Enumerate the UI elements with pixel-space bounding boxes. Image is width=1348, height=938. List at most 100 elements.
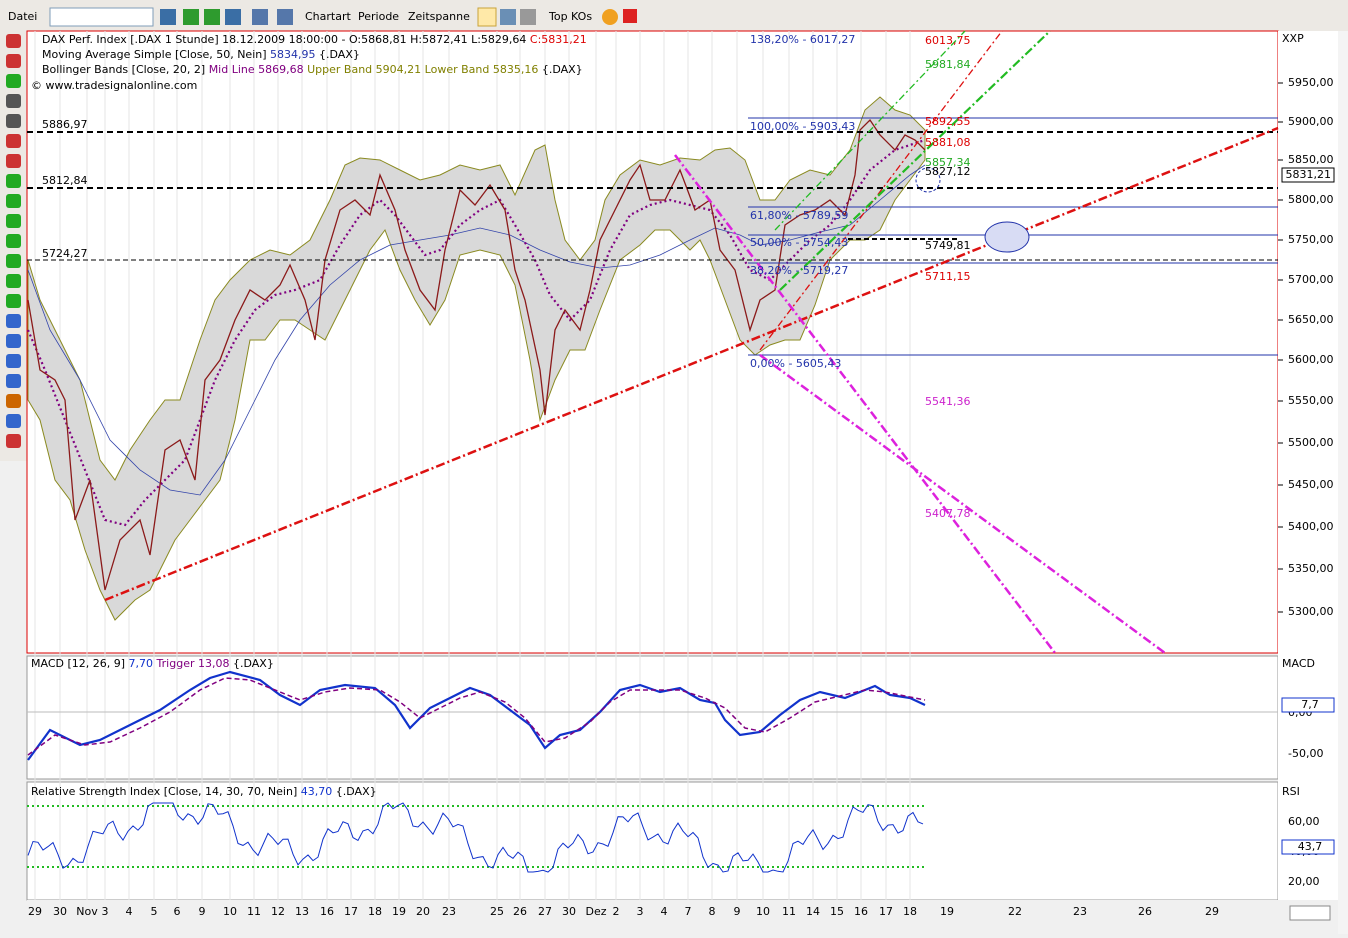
x-tick-label: 15 — [830, 905, 844, 918]
tool-icon[interactable] — [6, 74, 21, 88]
tool-icon[interactable] — [6, 94, 21, 108]
x-tick-label: 29 — [1205, 905, 1219, 918]
scroll-button[interactable] — [1289, 905, 1331, 921]
tool-icon[interactable] — [6, 254, 21, 268]
list-icon[interactable] — [277, 9, 293, 25]
forward-icon[interactable] — [204, 9, 220, 25]
x-tick-label: 4 — [126, 905, 133, 918]
tool-icon[interactable] — [6, 154, 21, 168]
tool-icon[interactable] — [6, 354, 21, 368]
last-price: 5831,21 — [1286, 168, 1332, 181]
y-tick-label: 5750,00 — [1288, 233, 1334, 246]
tool-icon[interactable] — [6, 194, 21, 208]
annotation: 5749,81 — [925, 239, 971, 252]
flag-icon[interactable] — [623, 9, 637, 23]
x-tick-label: 19 — [392, 905, 406, 918]
y-tick-label: 5450,00 — [1288, 478, 1334, 491]
tool-icon[interactable] — [6, 214, 21, 228]
top-kos-button[interactable]: Top KOs — [548, 10, 592, 23]
y-tick-label: 5900,00 — [1288, 115, 1334, 128]
x-tick-label: 9 — [734, 905, 741, 918]
save-icon[interactable] — [252, 9, 268, 25]
tool-icon[interactable] — [6, 114, 21, 128]
trend-line — [104, 126, 1279, 602]
refresh-icon[interactable] — [225, 9, 241, 25]
rsi-panel — [26, 781, 1279, 901]
y-tick-label: 20,00 — [1288, 875, 1320, 888]
ellipse-marker — [984, 221, 1030, 253]
menu-chart-type[interactable]: Chartart — [305, 10, 351, 23]
tool-icon[interactable] — [6, 394, 21, 408]
tool-icon[interactable] — [6, 374, 21, 388]
help-icon[interactable] — [602, 9, 618, 25]
annotation: 5857,34 — [925, 156, 971, 169]
x-tick-label: 26 — [513, 905, 527, 918]
axis-name: RSI — [1282, 785, 1300, 798]
macd-panel — [26, 655, 1279, 780]
y-tick-label: 5950,00 — [1288, 76, 1334, 89]
x-tick-label: 17 — [344, 905, 358, 918]
bollinger-legend: Bollinger Bands [Close, 20, 2] Mid Line … — [42, 63, 583, 76]
y-tick-label: 5350,00 — [1288, 562, 1334, 575]
y-tick-label: 5400,00 — [1288, 520, 1334, 533]
x-tick-label: 3 — [102, 905, 109, 918]
x-tick-label: 14 — [806, 905, 820, 918]
last-value-box — [1281, 697, 1335, 713]
tool-icon[interactable] — [6, 314, 21, 328]
x-tick-label: 23 — [442, 905, 456, 918]
level-label: 5724,27 — [42, 247, 88, 260]
drawing-tools — [6, 34, 21, 448]
copyright: © www.tradesignalonline.com — [31, 79, 197, 92]
x-tick-label: 20 — [416, 905, 430, 918]
last-value-box — [1281, 839, 1335, 855]
menu-period[interactable]: Periode — [358, 10, 399, 23]
trend-line — [674, 154, 1056, 654]
price-ticks: 5950,00 5900,00 5850,00 5800,00 5750,00 5700,… — [1278, 76, 1334, 618]
tool-icon[interactable] — [6, 234, 21, 248]
tool-icon[interactable] — [6, 34, 21, 48]
x-tick-label: 4 — [661, 905, 668, 918]
macd-legend: MACD [12, 26, 9] 7,70 Trigger 13,08 {.DA… — [31, 657, 274, 670]
tool-icon[interactable] — [6, 134, 21, 148]
y-tick-label: 5850,00 — [1288, 153, 1334, 166]
x-tick-label: 2 — [613, 905, 620, 918]
y-tick-label: 5550,00 — [1288, 394, 1334, 407]
trend-line — [759, 30, 1003, 351]
zoom-tool[interactable] — [500, 9, 516, 25]
x-tick-label: 8 — [709, 905, 716, 918]
ma-legend: Moving Average Simple [Close, 50, Nein] … — [42, 48, 360, 61]
x-tick-label: 7 — [685, 905, 692, 918]
x-tick-label: 12 — [271, 905, 285, 918]
tool-icon[interactable] — [6, 334, 21, 348]
menu-file[interactable]: Datei — [8, 10, 37, 23]
x-tick-label: 11 — [247, 905, 261, 918]
search-icon[interactable] — [160, 9, 176, 25]
macd-line — [27, 670, 926, 761]
tool-icon[interactable] — [6, 274, 21, 288]
y-tick-label: 60,00 — [1288, 815, 1320, 828]
annotation: 5541,36 — [925, 395, 971, 408]
cursor-tool[interactable] — [477, 7, 497, 27]
last-value: 43,7 — [1298, 840, 1323, 853]
last-value: 7,7 — [1301, 698, 1319, 711]
main-title: DAX Perf. Index [.DAX 1 Stunde] 18.12.20… — [42, 33, 587, 46]
x-tick-label: 13 — [295, 905, 309, 918]
trend-line — [759, 353, 1166, 655]
x-axis-labels: 29 30 Nov 3 4 5 6 9 10 11 12 13 16 17 18 19 20 23 25 26 27 30… — [28, 905, 1219, 918]
y-tick-label: 5300,00 — [1288, 605, 1334, 618]
symbol-input[interactable] — [49, 7, 154, 27]
tool-icon[interactable] — [6, 414, 21, 428]
y-tick-label: 5650,00 — [1288, 313, 1334, 326]
back-icon[interactable] — [183, 9, 199, 25]
moving-average-line — [27, 164, 926, 496]
menu-time-span[interactable]: Zeitspanne — [408, 10, 470, 23]
tool-icon[interactable] — [6, 54, 21, 68]
annotation: 5407,78 — [925, 507, 971, 520]
tool-icon[interactable] — [6, 434, 21, 448]
crosshair-tool[interactable] — [520, 9, 536, 25]
circle-marker — [915, 167, 941, 193]
tool-icon[interactable] — [6, 174, 21, 188]
tool-icon[interactable] — [6, 294, 21, 308]
